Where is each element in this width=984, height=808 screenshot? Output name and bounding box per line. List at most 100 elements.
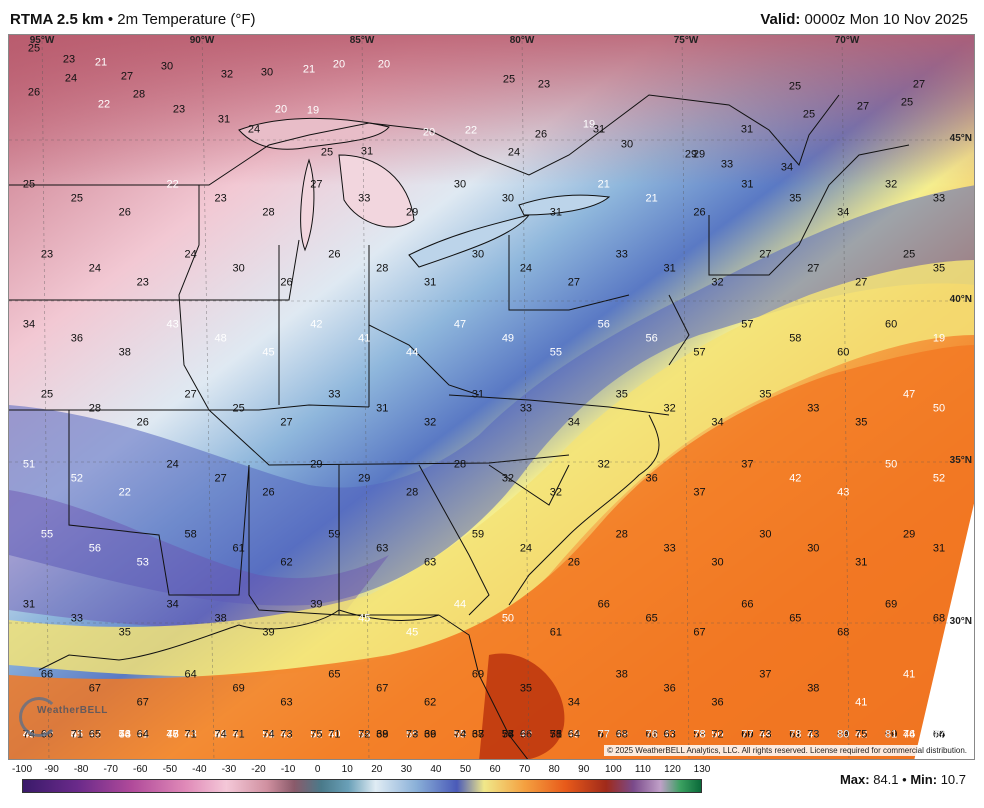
station-temperature: 26 bbox=[328, 248, 341, 261]
station-temperature: 47 bbox=[453, 318, 467, 331]
station-temperature: 23 bbox=[136, 276, 149, 289]
station-temperature: 78 bbox=[693, 728, 706, 741]
station-temperature: 37 bbox=[471, 728, 485, 741]
station-temperature: 42 bbox=[855, 728, 868, 741]
station-temperature: 35 bbox=[932, 262, 946, 275]
station-temperature: 25 bbox=[802, 108, 816, 121]
lake-huron bbox=[338, 154, 415, 228]
station-temperature: 32 bbox=[884, 178, 898, 191]
station-temperature: 36 bbox=[711, 696, 724, 709]
station-temperature: 23 bbox=[214, 192, 227, 205]
station-temperature: 37 bbox=[741, 458, 754, 471]
station-temperature: 36 bbox=[663, 682, 676, 695]
legend-tick-label: -70 bbox=[103, 764, 118, 775]
legend-tick-label: 70 bbox=[519, 764, 531, 775]
station-temperature: 27 bbox=[856, 100, 870, 113]
header: RTMA 2.5 km • 2m Temperature (°F) Valid:… bbox=[0, 0, 984, 34]
station-temperature: 33 bbox=[932, 192, 946, 205]
weatherbell-logo: WeatherBELL bbox=[15, 695, 107, 739]
station-temperature: 40 bbox=[328, 728, 341, 741]
lon-label-75w: 75°W bbox=[673, 35, 699, 46]
station-temperature: 38 bbox=[214, 612, 227, 625]
station-temperature: 55 bbox=[453, 728, 467, 741]
station-temperature: 61 bbox=[232, 542, 245, 555]
station-temperature: 43 bbox=[166, 318, 179, 331]
valid-time: Valid: 0000z Mon 10 Nov 2025 bbox=[760, 11, 968, 28]
station-temperature: 71 bbox=[184, 728, 197, 741]
station-temperature: 33 bbox=[70, 612, 84, 625]
station-temperature: 24 bbox=[88, 262, 102, 275]
legend-color-bar bbox=[22, 779, 702, 793]
station-temperature: 30 bbox=[471, 248, 485, 261]
no-data-wedge bbox=[914, 503, 974, 759]
station-temperature: 49 bbox=[615, 728, 628, 741]
station-temperature: 65 bbox=[789, 612, 802, 625]
station-temperature: 33 bbox=[519, 402, 533, 415]
lake-michigan bbox=[300, 158, 315, 252]
station-temperature: 26 bbox=[693, 206, 706, 219]
station-temperature: 43 bbox=[184, 728, 197, 741]
lon-label-85w: 85°W bbox=[349, 35, 375, 46]
station-temperature: 61 bbox=[645, 728, 658, 741]
station-temperature: 51 bbox=[70, 728, 84, 741]
station-temperature: 30 bbox=[260, 66, 274, 79]
lon-label-90w: 90°W bbox=[189, 35, 215, 46]
station-temperature: 46 bbox=[166, 728, 179, 741]
max-min-bullet: • bbox=[902, 772, 907, 787]
station-temperature: 59 bbox=[328, 528, 341, 541]
station-temperature: 31 bbox=[740, 123, 754, 136]
station-temperature: 71 bbox=[232, 728, 245, 741]
station-temperature: 21 bbox=[302, 63, 316, 76]
copyright-notice: © 2025 WeatherBELL Analytics, LLC. All r… bbox=[604, 745, 970, 756]
station-temperature: 73 bbox=[932, 728, 946, 741]
station-temperature: 32 bbox=[220, 68, 234, 81]
station-temperature: 39 bbox=[376, 728, 389, 741]
station-temperature: 76 bbox=[645, 728, 658, 741]
station-temperature: 65 bbox=[328, 668, 341, 681]
station-temperature: 31 bbox=[424, 276, 437, 289]
station-temperature: 64 bbox=[837, 728, 850, 741]
station-temperature: 30 bbox=[711, 556, 724, 569]
station-temperature: 39 bbox=[262, 626, 275, 639]
station-temperature: 35 bbox=[789, 192, 802, 205]
station-temperature: 45 bbox=[70, 728, 84, 741]
station-temperature: 31 bbox=[471, 388, 485, 401]
lat-label-35n: 35°N bbox=[949, 455, 972, 466]
graticule bbox=[9, 35, 974, 759]
station-temperature: 75 bbox=[855, 728, 868, 741]
station-temperature: 71 bbox=[70, 728, 84, 741]
station-temperature: 28 bbox=[453, 458, 467, 471]
station-temperature: 71 bbox=[549, 728, 562, 741]
legend-tick-label: -40 bbox=[192, 764, 207, 775]
station-temperature: 28 bbox=[615, 528, 628, 541]
legend-tick-label: -90 bbox=[44, 764, 59, 775]
station-temperature: 60 bbox=[837, 346, 850, 359]
station-temperature: 28 bbox=[132, 88, 146, 101]
station-temperature: 22 bbox=[118, 486, 131, 499]
station-temperature: 75 bbox=[549, 728, 562, 741]
station-temperature: 41 bbox=[232, 728, 245, 741]
field-name: 2m Temperature (°F) bbox=[117, 11, 256, 28]
station-temperature: 41 bbox=[358, 332, 371, 345]
station-temperature: 73 bbox=[807, 728, 820, 741]
station-temperature: 25 bbox=[70, 192, 84, 205]
station-temperature: 25 bbox=[40, 388, 54, 401]
station-temperature: 35 bbox=[759, 388, 772, 401]
temperature-map[interactable]: 95°W 90°W 85°W 80°W 75°W 70°W 45°N 40°N … bbox=[8, 34, 975, 760]
station-temperature: 21 bbox=[94, 56, 108, 69]
station-temperature: 35 bbox=[118, 626, 131, 639]
station-temperature: 69 bbox=[471, 668, 485, 681]
station-temperature: 25 bbox=[900, 96, 914, 109]
station-temperature: 81 bbox=[884, 728, 898, 741]
station-temperature: 38 bbox=[118, 346, 131, 359]
station-temperature: 20 bbox=[422, 126, 436, 139]
station-temperature: 69 bbox=[232, 682, 245, 695]
station-temperature: 24 bbox=[184, 248, 197, 261]
station-temperature: 48 bbox=[214, 332, 227, 345]
station-temperature: 76 bbox=[902, 728, 916, 741]
station-temperature: 59 bbox=[693, 728, 706, 741]
legend-tick-label: -80 bbox=[73, 764, 89, 775]
station-temperature: 41 bbox=[902, 668, 916, 681]
station-temperature: 62 bbox=[789, 728, 802, 741]
station-temperature: 69 bbox=[884, 598, 898, 611]
